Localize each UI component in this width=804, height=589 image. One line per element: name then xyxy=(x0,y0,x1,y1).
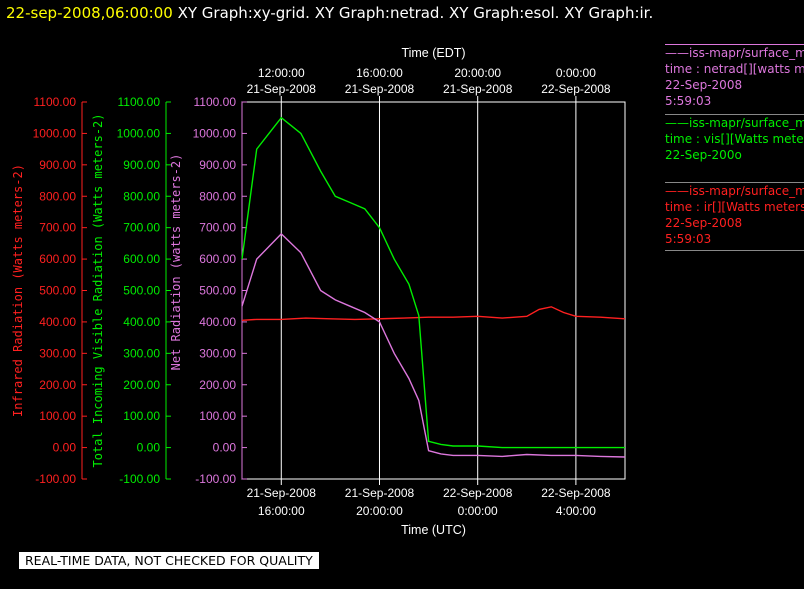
legend-entry-netrad[interactable]: ——iss-mapr/surface_m time : netrad[][wat… xyxy=(665,42,804,109)
y-axis-label: Total Incoming Visible Radiation (Watts … xyxy=(91,113,105,467)
y-tick-label: 1100.00 xyxy=(194,95,237,109)
bottom-axis-label: Time (UTC) xyxy=(401,523,466,537)
graph-name-esol[interactable]: XY Graph:esol. xyxy=(449,4,560,22)
legend-date: 22-Sep-2008 xyxy=(665,78,743,92)
legend-variable: time : ir[][Watts meters xyxy=(665,200,804,214)
y-tick-label: 400.00 xyxy=(39,315,76,329)
legend-entry-vis[interactable]: ——iss-mapr/surface_m time : vis[][Watts … xyxy=(665,112,804,163)
y-tick-label: 200.00 xyxy=(199,378,236,392)
graph-name-xy-grid[interactable]: XY Graph:xy-grid. xyxy=(177,4,310,22)
series-line-vis xyxy=(241,116,625,449)
top-tick-label: 12:00:00 xyxy=(258,66,305,80)
series-line-ir xyxy=(241,306,626,321)
quality-notice: REAL-TIME DATA, NOT CHECKED FOR QUALITY xyxy=(19,552,319,569)
y-tick-label: 300.00 xyxy=(123,346,160,360)
y-tick-label: -100.00 xyxy=(119,472,160,486)
y-tick-label: 600.00 xyxy=(123,252,160,266)
series-line-netrad xyxy=(241,232,626,458)
y-tick-label: 500.00 xyxy=(123,284,160,298)
y-tick-label: 700.00 xyxy=(123,221,160,235)
bottom-tick-label: 21-Sep-2008 xyxy=(247,486,317,500)
legend-time: 5:59:03 xyxy=(665,94,712,108)
bottom-tick-label: 16:00:00 xyxy=(258,504,305,518)
bottom-tick-label: 22-Sep-2008 xyxy=(541,486,611,500)
y-tick-label: 900.00 xyxy=(123,158,160,172)
y-tick-label: 900.00 xyxy=(199,158,236,172)
bottom-tick-label: 4:00:00 xyxy=(556,504,596,518)
legend-name: ——iss-mapr/surface_m xyxy=(665,46,804,60)
header-title: 22-sep-2008,06:00:00 XY Graph:xy-grid. X… xyxy=(6,4,653,22)
legend-time: 5:59:03 xyxy=(665,232,712,246)
top-tick-label: 22-Sep-2008 xyxy=(541,82,611,96)
y-tick-label: 200.00 xyxy=(123,378,160,392)
y-tick-label: -100.00 xyxy=(35,472,76,486)
legend-variable: time : netrad[][watts m xyxy=(665,62,804,76)
y-tick-label: 900.00 xyxy=(39,158,76,172)
y-tick-label: -100.00 xyxy=(195,472,236,486)
y-tick-label: 300.00 xyxy=(39,346,76,360)
y-tick-label: 100.00 xyxy=(199,409,236,423)
y-tick-label: 300.00 xyxy=(199,346,236,360)
y-tick-label: 700.00 xyxy=(39,221,76,235)
y-tick-label: 0.00 xyxy=(53,441,77,455)
y-tick-label: 800.00 xyxy=(123,189,160,203)
top-tick-label: 21-Sep-2008 xyxy=(443,82,513,96)
legend-variable: time : vis[][Watts mete xyxy=(665,132,804,146)
top-tick-label: 16:00:00 xyxy=(356,66,403,80)
top-tick-label: 21-Sep-2008 xyxy=(345,82,415,96)
bottom-tick-label: 20:00:00 xyxy=(356,504,403,518)
legend-date: 22-Sep-2008 xyxy=(665,216,743,230)
y-tick-label: 100.00 xyxy=(123,409,160,423)
y-tick-label: 400.00 xyxy=(199,315,236,329)
y-tick-label: 200.00 xyxy=(39,378,76,392)
y-tick-label: 400.00 xyxy=(123,315,160,329)
top-tick-label: 0:00:00 xyxy=(556,66,596,80)
top-tick-label: 20:00:00 xyxy=(454,66,501,80)
graph-name-ir[interactable]: XY Graph:ir. xyxy=(564,4,654,22)
y-tick-label: 600.00 xyxy=(39,252,76,266)
y-tick-label: 700.00 xyxy=(199,221,236,235)
y-tick-label: 1100.00 xyxy=(34,95,77,109)
top-tick-label: 21-Sep-2008 xyxy=(247,82,317,96)
legend-name: ——iss-mapr/surface_m xyxy=(665,116,804,130)
y-axis-label: Net Radiation (watts meters-2) xyxy=(169,154,183,371)
y-tick-label: 500.00 xyxy=(199,284,236,298)
top-axis-label: Time (EDT) xyxy=(401,46,465,60)
y-tick-label: 800.00 xyxy=(199,189,236,203)
graph-name-netrad[interactable]: XY Graph:netrad. xyxy=(314,4,445,22)
timestamp: 22-sep-2008,06:00:00 xyxy=(6,4,173,22)
y-tick-label: 100.00 xyxy=(39,409,76,423)
bottom-tick-label: 21-Sep-2008 xyxy=(345,486,415,500)
y-tick-label: 1000.00 xyxy=(193,126,237,140)
plot-frame xyxy=(241,101,626,480)
bottom-tick-label: 0:00:00 xyxy=(458,504,498,518)
y-axis-label: Infrared Radiation (Watts meters-2) xyxy=(11,164,25,417)
legend-entry-ir[interactable]: ——iss-mapr/surface_m time : ir[][Watts m… xyxy=(665,180,804,251)
y-tick-label: 0.00 xyxy=(213,441,237,455)
y-tick-label: 0.00 xyxy=(137,441,161,455)
y-tick-label: 800.00 xyxy=(39,189,76,203)
y-tick-label: 1100.00 xyxy=(118,95,161,109)
legend-name: ——iss-mapr/surface_m xyxy=(665,184,804,198)
y-tick-label: 1000.00 xyxy=(117,126,161,140)
bottom-tick-label: 22-Sep-2008 xyxy=(443,486,513,500)
y-tick-label: 1000.00 xyxy=(33,126,77,140)
legend-date: 22-Sep-200o xyxy=(665,148,742,162)
y-tick-label: 600.00 xyxy=(199,252,236,266)
y-tick-label: 500.00 xyxy=(39,284,76,298)
